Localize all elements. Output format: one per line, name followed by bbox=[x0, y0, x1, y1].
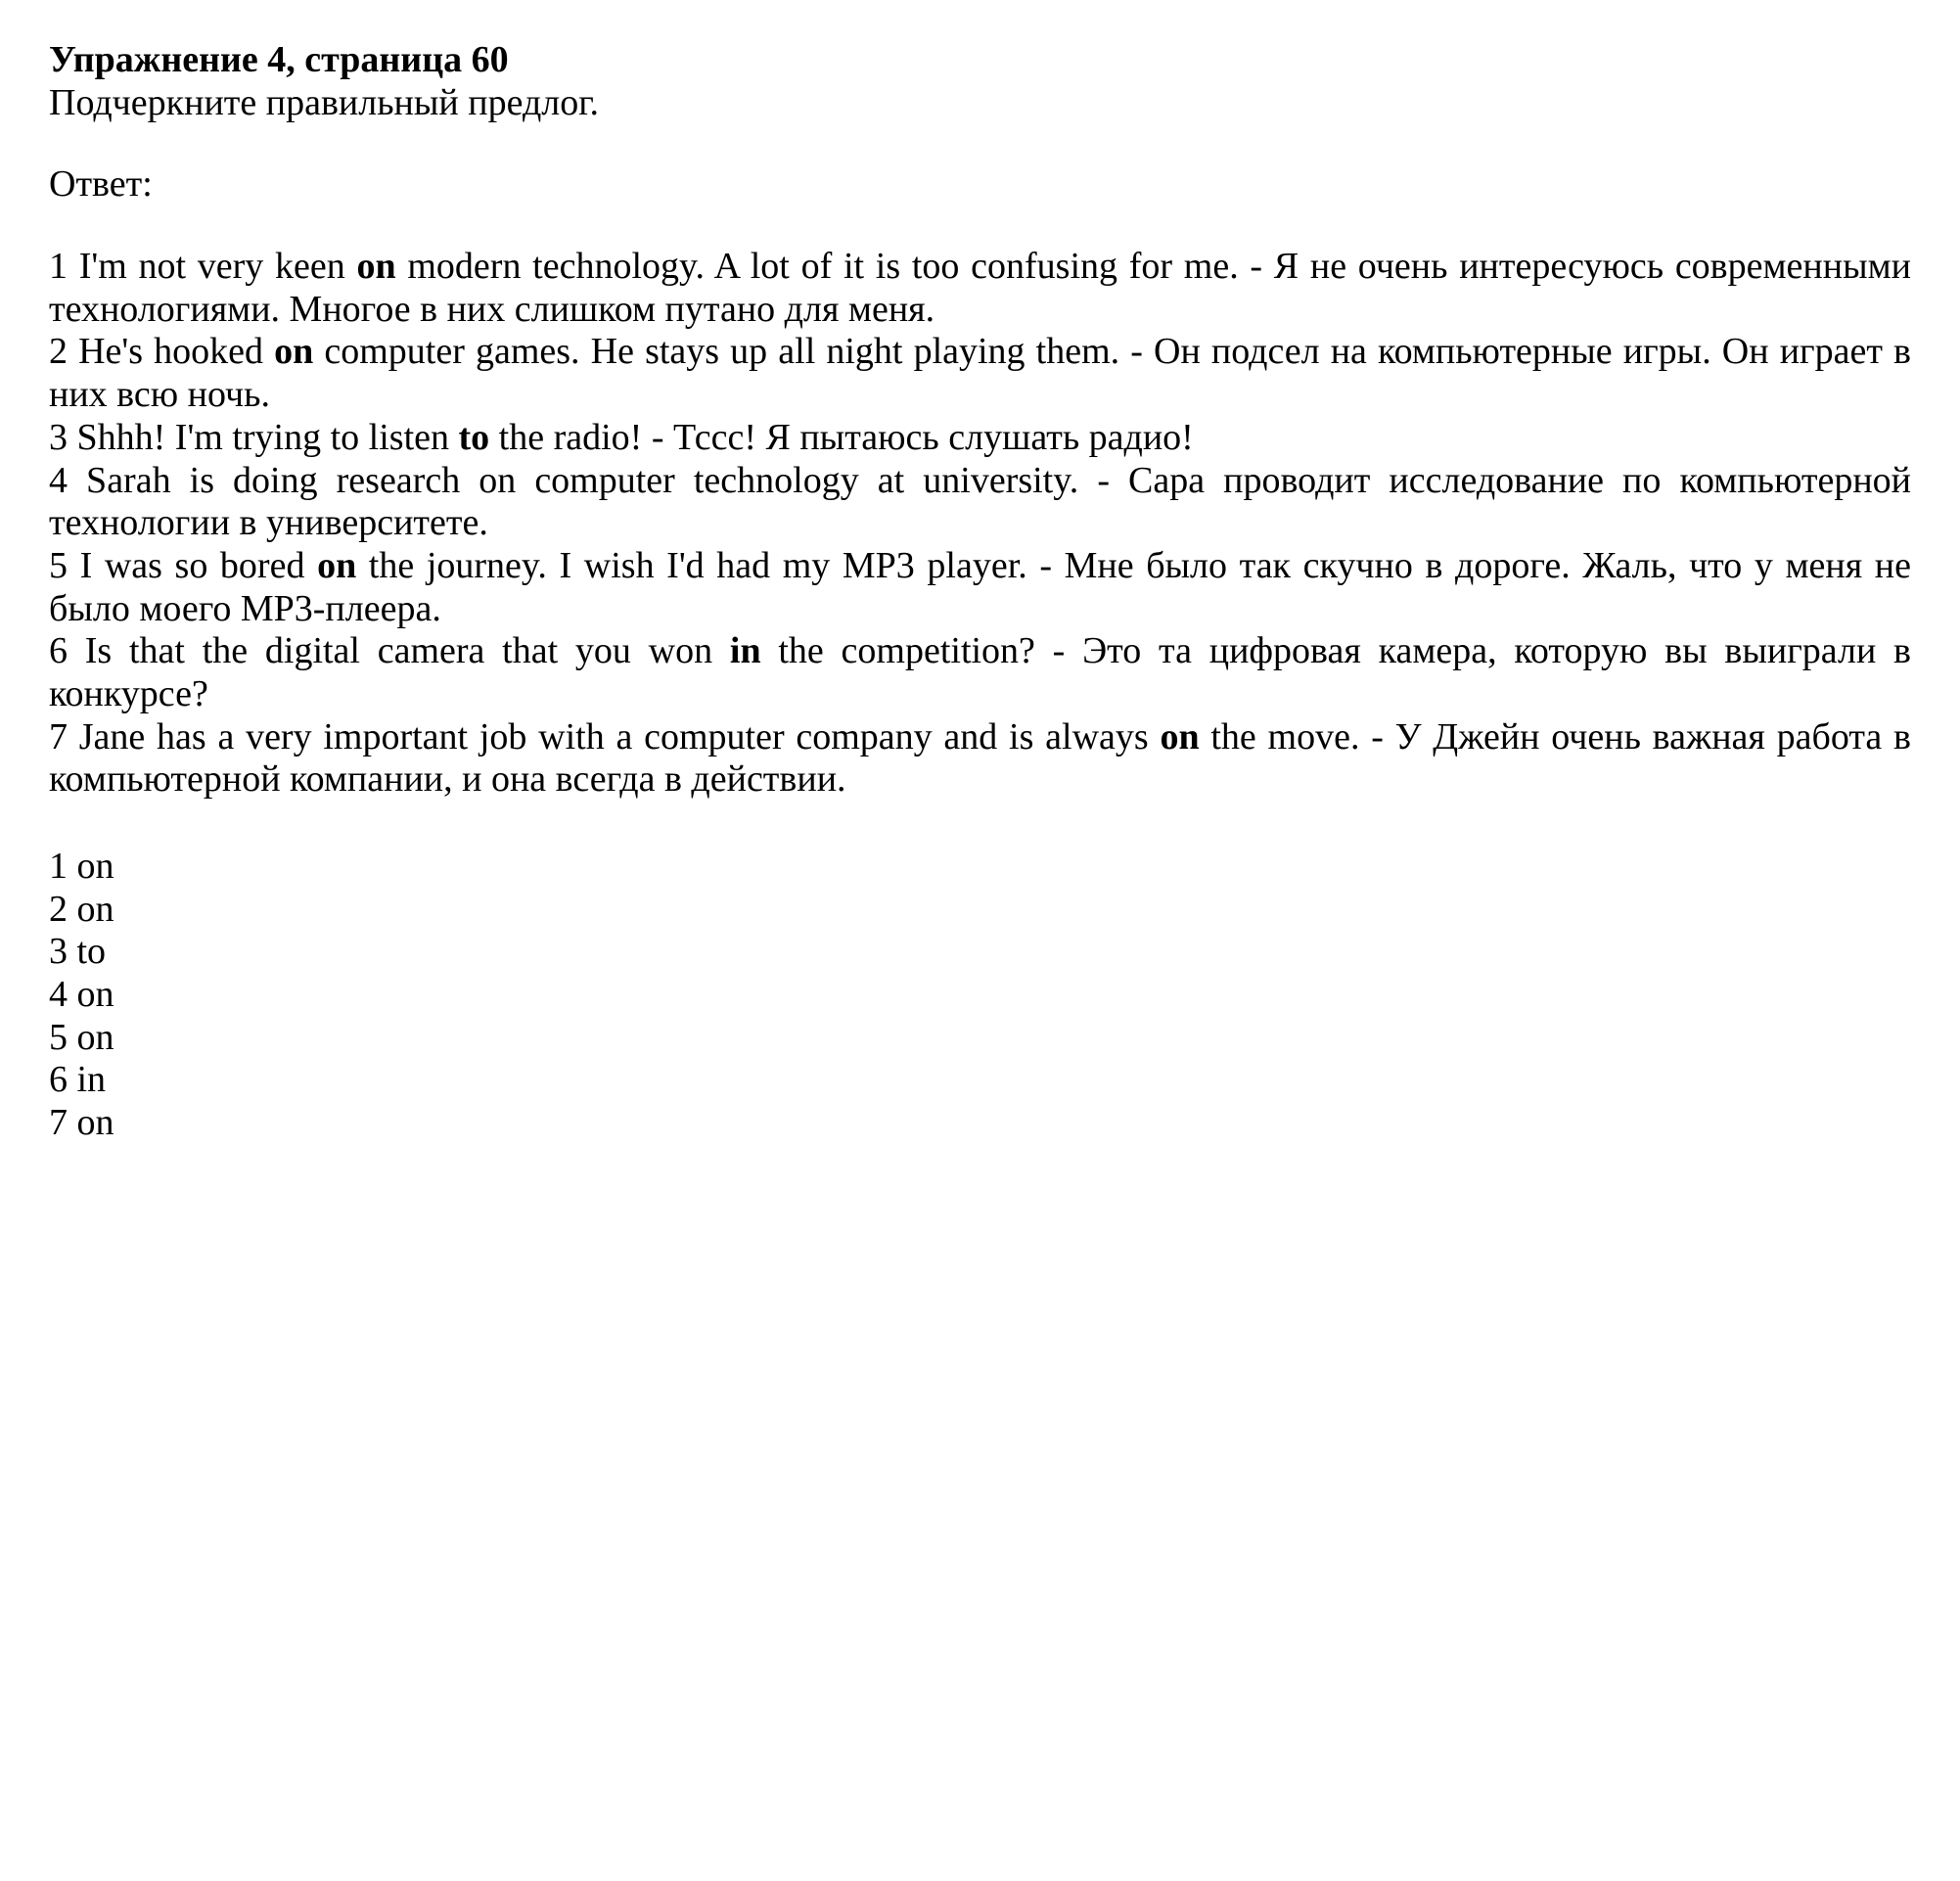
sentence-7-bold: on bbox=[1160, 716, 1199, 757]
sentence-7-prefix: 7 Jane has a very important job with a c… bbox=[49, 716, 1160, 757]
sentence-1: 1 I'm not very keen on modern technology… bbox=[49, 246, 1911, 331]
exercise-instruction: Подчеркните правильный предлог. bbox=[49, 82, 1911, 125]
sentence-3: 3 Shhh! I'm trying to listen to the radi… bbox=[49, 417, 1911, 460]
sentence-6: 6 Is that the digital camera that you wo… bbox=[49, 630, 1911, 715]
sentence-1-bold: on bbox=[357, 246, 396, 287]
sentence-3-bold: to bbox=[459, 417, 490, 458]
sentence-5: 5 I was so bored on the journey. I wish … bbox=[49, 545, 1911, 630]
sentence-6-prefix: 6 Is that the digital camera that you wo… bbox=[49, 630, 730, 671]
sentence-4: 4 Sarah is doing research on computer te… bbox=[49, 460, 1911, 545]
answer-label: Ответ: bbox=[49, 163, 1911, 206]
answer-4: 4 on bbox=[49, 974, 1911, 1017]
sentence-5-prefix: 5 I was so bored bbox=[49, 545, 317, 586]
sentence-2: 2 He's hooked on computer games. He stay… bbox=[49, 331, 1911, 416]
sentence-3-suffix: the radio! - Тссс! Я пытаюсь слушать рад… bbox=[489, 417, 1194, 458]
sentence-2-suffix: computer games. He stays up all night pl… bbox=[49, 331, 1911, 415]
sentence-3-prefix: 3 Shhh! I'm trying to listen bbox=[49, 417, 459, 458]
answer-5: 5 on bbox=[49, 1017, 1911, 1060]
answer-6: 6 in bbox=[49, 1059, 1911, 1102]
answer-2: 2 on bbox=[49, 889, 1911, 932]
sentence-2-bold: on bbox=[274, 331, 313, 372]
sentences-block: 1 I'm not very keen on modern technology… bbox=[49, 246, 1911, 802]
sentence-6-bold: in bbox=[730, 630, 761, 671]
answer-3: 3 to bbox=[49, 931, 1911, 974]
sentence-4-text: 4 Sarah is doing research on computer te… bbox=[49, 460, 1911, 544]
exercise-title: Упражнение 4, страница 60 bbox=[49, 39, 1911, 82]
sentence-7: 7 Jane has a very important job with a c… bbox=[49, 716, 1911, 802]
sentence-2-prefix: 2 He's hooked bbox=[49, 331, 274, 372]
answer-7: 7 on bbox=[49, 1102, 1911, 1145]
answer-1: 1 on bbox=[49, 846, 1911, 889]
answer-list: 1 on 2 on 3 to 4 on 5 on 6 in 7 on bbox=[49, 846, 1911, 1145]
sentence-1-prefix: 1 I'm not very keen bbox=[49, 246, 357, 287]
sentence-5-bold: on bbox=[317, 545, 356, 586]
